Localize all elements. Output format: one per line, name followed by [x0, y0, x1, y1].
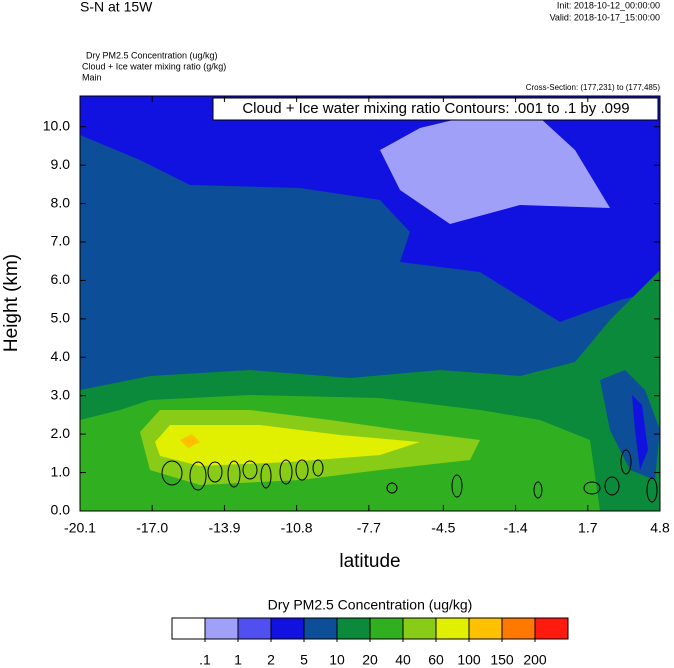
x-tick-label: -17.0 — [136, 520, 168, 536]
colorbar-label: 200 — [523, 652, 547, 668]
contour — [583, 481, 601, 495]
colorbar-label: 40 — [395, 652, 411, 668]
y-tick-label: 7.0 — [51, 233, 71, 249]
colorbar-label: 100 — [457, 652, 481, 668]
colorbar-box — [270, 617, 305, 640]
colorbar-box — [534, 617, 569, 640]
filled-contours — [80, 96, 660, 511]
annotation: Cloud + Ice water mixing ratio Contours:… — [242, 100, 629, 117]
field-label: Dry PM2.5 Concentration (ug/kg) — [86, 50, 218, 60]
x-tick-label: -10.8 — [281, 520, 313, 536]
colorbar-box — [303, 617, 338, 640]
contour — [620, 449, 632, 475]
x-tick-label: -20.1 — [64, 520, 96, 536]
colorbar-label: 5 — [300, 652, 308, 668]
contour — [207, 461, 223, 483]
contour — [451, 474, 463, 498]
colorbar-box — [336, 617, 371, 640]
y-tick-label: 1.0 — [51, 463, 71, 479]
plot-frame — [79, 95, 661, 512]
x-tick-label: -7.7 — [357, 520, 381, 536]
contour — [533, 481, 543, 499]
colorbar-label: 60 — [428, 652, 444, 668]
x-axis-label: latitude — [339, 551, 400, 572]
colorbar-label: 2 — [267, 652, 275, 668]
plot-title: S-N at 15W — [80, 0, 153, 15]
contour — [161, 460, 183, 486]
colorbar-label: 20 — [362, 652, 378, 668]
field-label: Main — [82, 72, 102, 82]
x-tick-label: -1.4 — [504, 520, 528, 536]
field-label: Cloud + Ice water mixing ratio (g/kg) — [82, 61, 226, 71]
cross-section: Cross-Section: (177,231) to (177,485) — [526, 83, 661, 92]
contour — [227, 460, 241, 488]
contour — [386, 482, 398, 494]
y-tick-label: 3.0 — [51, 386, 71, 402]
y-tick-label: 8.0 — [51, 194, 71, 210]
colorbar-label: 1 — [234, 652, 242, 668]
annotation-box — [212, 97, 659, 121]
contour — [604, 476, 620, 496]
y-axis-label: Height (km) — [1, 254, 22, 352]
region — [180, 434, 200, 448]
colorbar-label: .1 — [199, 652, 211, 668]
colorbar-box — [171, 617, 206, 640]
valid-time: Valid: 2018-10-17_15:00:00 — [550, 12, 660, 22]
colorbar-title: Dry PM2.5 Concentration (ug/kg) — [268, 597, 473, 613]
colorbar-box — [435, 617, 470, 640]
contour — [279, 459, 293, 485]
contour — [189, 461, 207, 491]
colorbar-box — [468, 617, 503, 640]
y-tick-label: 9.0 — [51, 156, 71, 172]
region — [155, 425, 420, 466]
colorbar-box — [204, 617, 239, 640]
contour — [260, 463, 272, 489]
x-tick-label: -4.5 — [431, 520, 455, 536]
contour — [295, 459, 309, 481]
region — [380, 116, 610, 224]
y-tick-label: 10.0 — [43, 117, 70, 133]
y-tick-label: 4.0 — [51, 348, 71, 364]
contour — [242, 460, 258, 480]
x-tick-label: 1.7 — [578, 520, 598, 536]
init-time: Init: 2018-10-12_00:00:00 — [557, 0, 660, 10]
y-tick-label: 5.0 — [51, 310, 71, 326]
contour — [646, 477, 658, 503]
y-tick-label: 0.0 — [51, 502, 71, 518]
x-tick-label: 4.8 — [650, 520, 670, 536]
region — [632, 395, 648, 470]
colorbar-box — [402, 617, 437, 640]
colorbar-label: 150 — [490, 652, 514, 668]
colorbar-box — [369, 617, 404, 640]
colorbar-box — [501, 617, 536, 640]
colorbar-label: 10 — [329, 652, 345, 668]
y-tick-label: 2.0 — [51, 425, 71, 441]
x-tick-label: -13.9 — [208, 520, 240, 536]
colorbar-box — [237, 617, 272, 640]
contour — [312, 459, 324, 477]
y-tick-label: 6.0 — [51, 271, 71, 287]
cloud-contours — [161, 449, 658, 503]
